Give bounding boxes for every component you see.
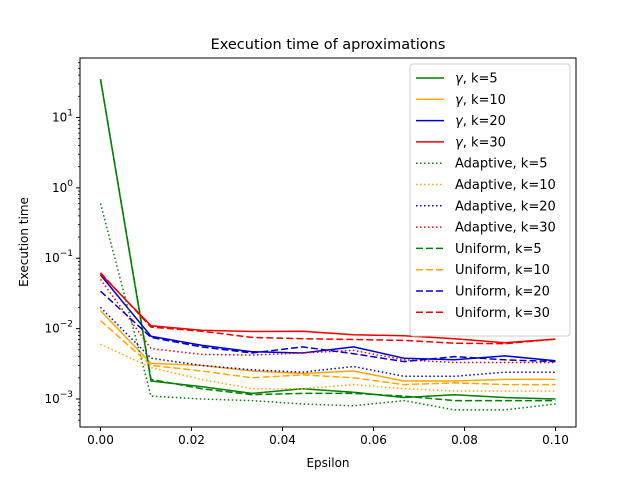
legend-label-11: Uniform, k=30 [455,306,550,321]
x-tick-label: 0.06 [360,433,387,447]
y-tick-label: 101 [52,108,73,124]
series-line-4 [99,203,556,411]
legend-label-3: γ, k=30 [455,135,506,150]
x-tick-label: 0.02 [178,433,205,447]
legend-label-0: γ, k=5 [455,72,498,87]
series-line-3 [99,273,556,344]
series-line-1 [99,310,556,382]
legend-label-1: γ, k=10 [455,93,506,108]
legend-frame [409,63,571,337]
legend-label-2: γ, k=20 [455,114,506,129]
legend-label-7: Adaptive, k=30 [455,221,556,236]
y-axis-label: Execution time [17,197,31,287]
legend-label-4: Adaptive, k=5 [455,157,548,172]
legend-label-8: Uniform, k=5 [455,242,542,257]
y-tick-label: 10−1 [44,249,73,265]
plot-area-frame [79,57,577,428]
series-line-8 [99,79,556,402]
series-line-6 [99,306,556,378]
y-axis-ticks: 10−3 10−2 10−1 100 101 [44,62,80,421]
chart-title: Execution time of aproximations [211,37,446,53]
x-tick-label: 0.04 [269,433,296,447]
y-tick-label: 100 [52,179,73,195]
x-axis-label: Epsilon [306,456,349,470]
legend-label-6: Adaptive, k=20 [455,199,556,214]
x-tick-label: 0.00 [87,433,114,447]
legend-label-9: Uniform, k=10 [455,263,550,278]
legend-label-10: Uniform, k=20 [455,285,550,300]
series-line-10 [99,290,556,363]
plot-lines [99,79,556,411]
y-tick-label: 10−3 [44,390,73,406]
x-tick-label: 0.10 [542,433,569,447]
x-axis-ticks: 0.00 0.02 0.04 0.06 0.08 0.10 [87,427,569,447]
series-line-11 [99,272,556,345]
legend-label-5: Adaptive, k=10 [455,178,556,193]
y-tick-label: 10−2 [44,320,73,336]
series-line-9 [100,320,556,386]
x-tick-label: 0.08 [451,433,478,447]
legend: γ, k=5 γ, k=10 γ, k=20 γ, k=30 Adaptive, k=5… [409,63,571,337]
